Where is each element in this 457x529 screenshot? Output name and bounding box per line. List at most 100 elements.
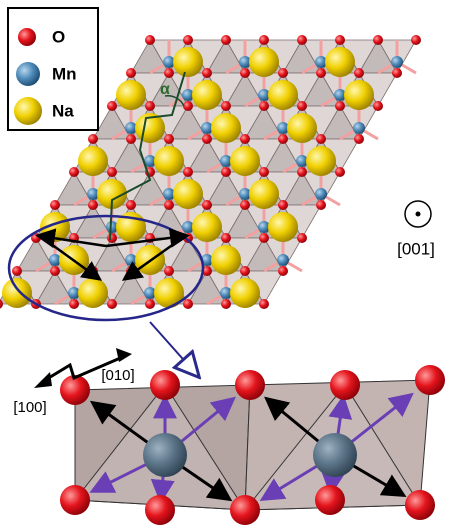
o-atom	[297, 233, 307, 243]
legend-label: Na	[52, 101, 74, 120]
o-atom	[69, 167, 79, 177]
legend: O Mn Na	[7, 7, 99, 131]
o-atom	[415, 365, 445, 395]
o-atom	[88, 134, 98, 144]
legend-label: O	[52, 27, 65, 46]
o-atom	[107, 101, 117, 111]
o-atom	[145, 299, 155, 309]
na-atom	[211, 113, 241, 143]
o-atom	[278, 200, 288, 210]
mn-atom	[277, 254, 289, 266]
o-atom	[202, 200, 212, 210]
o-atom	[145, 101, 155, 111]
na-atom	[173, 179, 203, 209]
o-atom	[240, 68, 250, 78]
highlight-ellipse	[7, 214, 205, 322]
mn-atom	[296, 155, 308, 167]
na-atom	[268, 212, 298, 242]
o-atom	[202, 134, 212, 144]
axis-a-label: [100]	[13, 399, 46, 416]
o-atom	[259, 167, 269, 177]
o-atom	[164, 200, 174, 210]
o-atom	[126, 200, 136, 210]
direction-arrows	[41, 354, 126, 384]
na-atom	[116, 80, 146, 110]
mn-atom	[68, 287, 80, 299]
axis-b-label: [010]	[101, 367, 134, 384]
mn-atom	[144, 155, 156, 167]
axis-out-label: [001]	[397, 239, 435, 258]
o-atom	[183, 35, 193, 45]
o-atom	[69, 299, 79, 309]
o-atom	[316, 68, 326, 78]
na-atom	[344, 80, 374, 110]
o-atom	[150, 370, 180, 400]
mn-atom	[143, 433, 187, 477]
o-atom	[354, 134, 364, 144]
o-atom	[316, 134, 326, 144]
o-atom	[240, 266, 250, 276]
o-atom	[373, 101, 383, 111]
mn-atom	[277, 122, 289, 134]
na-atom	[211, 245, 241, 275]
mn-atom	[182, 89, 194, 101]
o-atom	[107, 233, 117, 243]
na-atom	[306, 146, 336, 176]
mn-atom	[239, 56, 251, 68]
mn-atom	[353, 122, 365, 134]
zoom-arrow	[149, 321, 198, 376]
mn-atom	[201, 122, 213, 134]
o-atom	[259, 101, 269, 111]
na-atom	[173, 47, 203, 77]
angle-label: α	[160, 81, 170, 98]
o-atom	[373, 35, 383, 45]
na-atom	[154, 146, 184, 176]
mn-atom	[163, 56, 175, 68]
mn-atom	[391, 56, 403, 68]
mn-atom	[220, 287, 232, 299]
na-atom	[78, 146, 108, 176]
o-atom	[50, 266, 60, 276]
na-atom	[230, 278, 260, 308]
bottom-panel	[60, 365, 445, 525]
na-atom	[325, 47, 355, 77]
o-atom	[145, 495, 175, 525]
o-atom	[221, 299, 231, 309]
o-atom	[230, 495, 260, 525]
arrows	[35, 227, 190, 281]
na-atom	[154, 278, 184, 308]
o-atom	[278, 266, 288, 276]
mn-atom	[258, 221, 270, 233]
o-atom	[316, 200, 326, 210]
o-atom	[107, 299, 117, 309]
mn-atom	[106, 221, 118, 233]
o-atom	[240, 134, 250, 144]
o-atom	[145, 35, 155, 45]
mn-atom	[258, 89, 270, 101]
arrowhead	[116, 348, 132, 362]
legend-label: Mn	[52, 64, 77, 83]
mn-atom	[49, 254, 61, 266]
o-atom	[183, 101, 193, 111]
o-atom	[60, 375, 90, 405]
o-atom	[354, 68, 364, 78]
o-atom	[164, 266, 174, 276]
na-atom	[97, 179, 127, 209]
o-atom	[240, 200, 250, 210]
axis-out-dot	[415, 211, 421, 217]
o-atom	[183, 167, 193, 177]
na-atom	[268, 80, 298, 110]
o-atom	[88, 200, 98, 210]
o-atom	[202, 266, 212, 276]
o-atom	[315, 485, 345, 515]
mn-atom	[313, 433, 357, 477]
na-atom	[78, 278, 108, 308]
na-atom	[192, 212, 222, 242]
o-atom	[164, 134, 174, 144]
o-atom	[297, 35, 307, 45]
o-atom	[297, 167, 307, 177]
o-atom	[202, 68, 212, 78]
o-atom	[335, 167, 345, 177]
o-atom	[126, 68, 136, 78]
